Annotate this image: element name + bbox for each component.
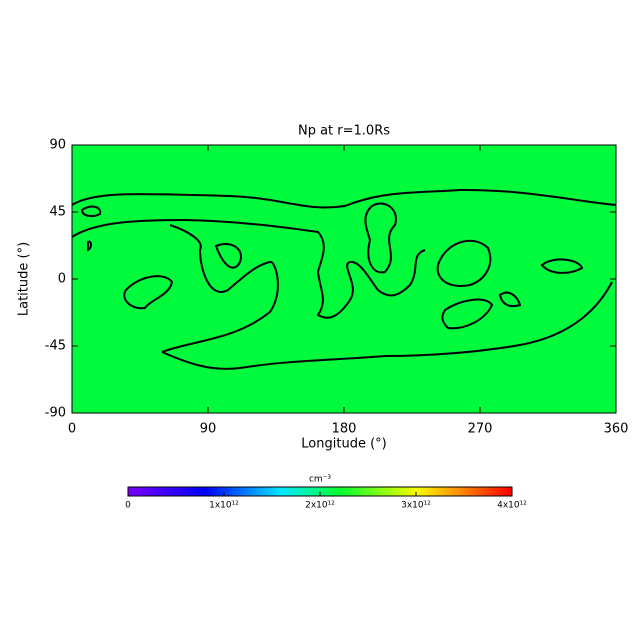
contour (80, 205, 102, 218)
contour (123, 275, 174, 310)
x-axis-label: Longitude (°) (301, 437, 386, 452)
x-tick-label: 0 (68, 422, 76, 437)
chart-title: Np at r=1.0Rs (298, 124, 390, 139)
x-tick-label: 90 (200, 422, 217, 437)
x-tick-label: 270 (468, 422, 493, 437)
contour (161, 224, 613, 370)
colorbar-tick-label: 1x10¹² (209, 501, 239, 511)
contour (214, 243, 242, 269)
y-tick-label: -45 (45, 339, 66, 354)
map-field (72, 145, 616, 413)
plot-area (72, 145, 616, 413)
colorbar-tick-label: 3x10¹² (401, 501, 431, 511)
contours (71, 188, 617, 370)
colorbar-tick-label: 2x10¹² (305, 501, 335, 511)
y-tick-label: -90 (45, 406, 66, 421)
contour (441, 298, 494, 330)
contour (540, 258, 584, 274)
contour (87, 240, 92, 252)
contour (71, 218, 426, 319)
contour (436, 239, 492, 287)
y-axis-label: Latitude (°) (17, 242, 32, 316)
x-tick-label: 360 (604, 422, 629, 437)
colorbar-label: cm⁻³ (309, 475, 331, 485)
contour (364, 202, 397, 274)
x-tick-label: 180 (332, 422, 357, 437)
colorbar-tick-label: 4x10¹² (497, 501, 527, 511)
contour (71, 188, 617, 209)
y-tick-label: 45 (49, 205, 66, 220)
colorbar-tick-label: 0 (125, 501, 131, 511)
y-tick-label: 0 (58, 272, 66, 287)
contour (498, 291, 522, 308)
y-tick-label: 90 (49, 138, 66, 153)
